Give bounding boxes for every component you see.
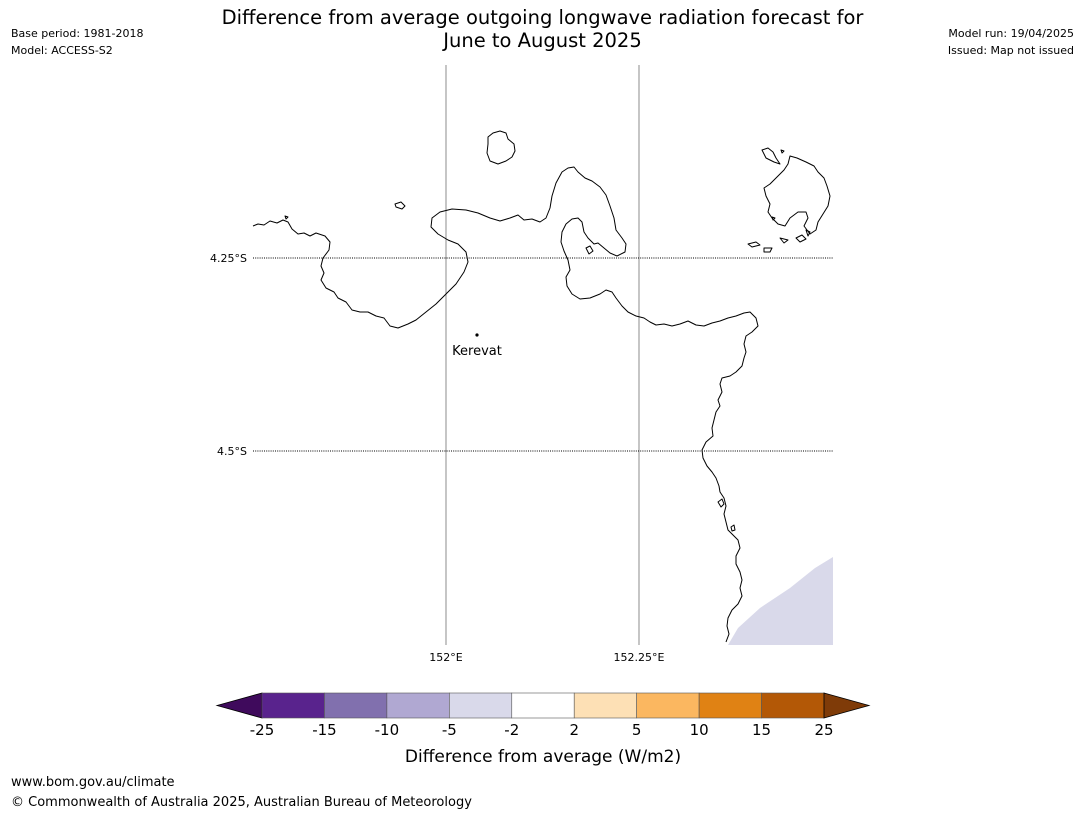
map-frame: Kerevat 4.25°S 4.5°S 152°E 152.25°E: [210, 65, 833, 664]
lat-label-4-5: 4.5°S: [217, 445, 247, 458]
colorbar-label: Difference from average (W/m2): [405, 747, 681, 767]
colorbar-tick-label: -2: [504, 721, 519, 739]
kerevat-marker: [475, 333, 479, 337]
model-text: Model: ACCESS-S2: [11, 44, 113, 57]
lon-label-152: 152°E: [429, 651, 462, 664]
issued-text: Issued: Map not issued: [947, 44, 1074, 57]
kerevat-label: Kerevat: [452, 344, 502, 359]
model-run-text: Model run: 19/04/2025: [948, 27, 1074, 40]
colorbar-tick-label: 10: [690, 721, 709, 739]
lon-label-152-25: 152.25°E: [614, 651, 665, 664]
colorbar-segment: [324, 692, 388, 719]
colorbar-segment: [386, 692, 450, 719]
colorbar-tick-label: 25: [814, 721, 833, 739]
colorbar-tick-label: -5: [442, 721, 457, 739]
colorbar-arrow-low: [215, 692, 263, 719]
colorbar-segment: [449, 692, 513, 719]
colorbar: -25 -15 -10 -5 -2 2 5 10 15 25 Difference from av…: [215, 692, 871, 767]
anomaly-shading-region: [728, 557, 833, 645]
colorbar-tick-label: 2: [569, 721, 579, 739]
footer-url: www.bom.gov.au/climate: [11, 775, 175, 790]
colorbar-segment: [261, 692, 325, 719]
colorbar-tick-label: -25: [250, 721, 275, 739]
colorbar-tick-label: -15: [312, 721, 337, 739]
colorbar-segment: [573, 692, 637, 719]
map-canvas: Kerevat 4.25°S 4.5°S 152°E 152.25°E -25-…: [210, 65, 871, 767]
base-period-text: Base period: 1981-2018: [11, 27, 144, 40]
colorbar-segment: [761, 692, 825, 719]
map-title: Difference from average outgoing longwav…: [0, 6, 1085, 52]
colorbar-segment: [511, 692, 575, 719]
colorbar-tick-label: 5: [632, 721, 642, 739]
header-meta-right: Model run: 19/04/2025 Issued: Map not is…: [948, 25, 1074, 59]
colorbar-tick-label: -10: [375, 721, 400, 739]
colorbar-tick-label: 15: [752, 721, 771, 739]
footer-copyright: © Commonwealth of Australia 2025, Austra…: [11, 795, 472, 810]
title-line-2: June to August 2025: [443, 29, 642, 52]
title-line-1: Difference from average outgoing longwav…: [221, 6, 864, 29]
colorbar-segment: [698, 692, 762, 719]
coastline: [252, 130, 831, 643]
colorbar-arrow-high: [823, 692, 871, 719]
colorbar-segment: [636, 692, 700, 719]
header-meta-left: Base period: 1981-2018 Model: ACCESS-S2: [11, 25, 143, 59]
lat-label-4-25: 4.25°S: [210, 252, 247, 265]
